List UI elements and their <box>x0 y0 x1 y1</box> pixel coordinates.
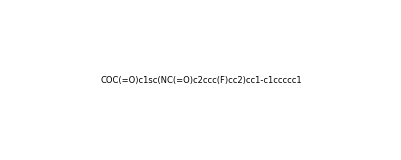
Text: COC(=O)c1sc(NC(=O)c2ccc(F)cc2)cc1-c1ccccc1: COC(=O)c1sc(NC(=O)c2ccc(F)cc2)cc1-c1cccc… <box>100 76 301 84</box>
